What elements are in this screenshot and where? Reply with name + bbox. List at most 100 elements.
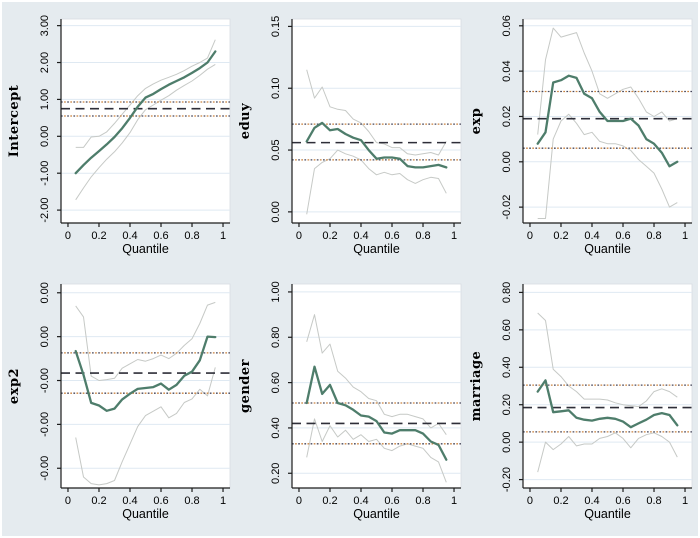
x-tick-label: 0 — [296, 495, 302, 507]
x-tick-label: 0.6 — [384, 495, 399, 507]
ci-upper-line — [76, 39, 217, 148]
x-axis-title: Quantile — [584, 242, 631, 256]
y-tick-label: 0.06 — [501, 15, 513, 36]
y-tick-label: -0.00 — [39, 412, 51, 437]
y-tick-label: 0.00 — [39, 326, 51, 347]
x-tick-label: 1 — [682, 495, 688, 507]
x-tick-label: 0.4 — [123, 495, 138, 507]
x-tick-label: 0.4 — [584, 230, 599, 242]
intercept-plot: -2.00 -1.00 0.00 1.00 2.00 3.00 0 0.2 0.4 0.6 0.8 1… — [7, 15, 231, 256]
x-tick-label: 0.8 — [415, 495, 430, 507]
ci-lower-line — [536, 432, 678, 473]
x-tick-label: 0.2 — [92, 230, 107, 242]
x-tick-label: 0 — [296, 230, 302, 242]
y-tick-label: 0.80 — [270, 327, 282, 348]
panel-gender: 0.20 0.40 0.60 0.80 1.00 0 0.2 0.4 0.6 0.8 1 Quanti… — [235, 269, 466, 534]
quantile-coefficient-line — [305, 365, 448, 461]
y-tick-label: 0.40 — [270, 417, 282, 438]
y-tick-label: 0.15 — [270, 16, 282, 37]
y-tick-label: -0.00 — [39, 368, 51, 393]
x-tick-label: 1 — [220, 495, 226, 507]
ci-lower-line — [75, 367, 217, 486]
x-tick-label: 0.4 — [353, 230, 368, 242]
x-tick-label: 0.2 — [322, 230, 337, 242]
exp-plot: -0.02 0.00 0.02 0.04 0.06 0 0.2 0.4 0.6 0.8 1 Quant… — [469, 15, 693, 256]
y-tick-label: 0.60 — [270, 372, 282, 393]
quantile-coefficient-line — [536, 379, 679, 429]
x-tick-label: 0.2 — [322, 495, 337, 507]
ci-lower-line — [537, 113, 678, 219]
y-tick-label: 0.05 — [270, 139, 282, 160]
panel-eduy: 0.00 0.05 0.10 0.15 0 0.2 0.4 0.6 0.8 1 Quantile ed… — [235, 4, 466, 269]
x-tick-label: 0.2 — [553, 495, 568, 507]
x-axis-title: Quantile — [584, 507, 631, 521]
y-axis-title: exp — [469, 108, 484, 135]
y-tick-label: -1.00 — [39, 161, 51, 186]
x-axis-title: Quantile — [123, 242, 170, 256]
x-tick-label: 0.8 — [185, 495, 200, 507]
y-tick-label: 0.20 — [270, 463, 282, 484]
marriage-plot: -0.20 0.00 0.20 0.40 0.60 0.80 0 0.2 0.4 0.6 0.8 1 Q… — [469, 282, 693, 521]
y-tick-label: -0.00 — [39, 456, 51, 481]
y-tick-label: -0.02 — [501, 195, 513, 220]
x-tick-label: 0 — [65, 495, 71, 507]
y-axis-title: gender — [238, 359, 253, 413]
y-tick-label: 0.00 — [501, 431, 513, 452]
plot-area — [60, 18, 231, 224]
x-tick-label: 0.6 — [154, 230, 169, 242]
y-tick-label: 3.00 — [39, 15, 51, 36]
x-tick-label: 0.6 — [615, 230, 630, 242]
ci-upper-line — [306, 314, 447, 435]
ci-lower-line — [75, 63, 216, 201]
x-tick-label: 0.6 — [384, 230, 399, 242]
x-tick-label: 0.8 — [185, 230, 200, 242]
panel-exp: -0.02 0.00 0.02 0.04 0.06 0 0.2 0.4 0.6 0.8 1 Quant… — [465, 4, 696, 269]
ci-upper-line — [306, 69, 447, 156]
gender-plot: 0.20 0.40 0.60 0.80 1.00 0 0.2 0.4 0.6 0.8 1 Quanti… — [238, 281, 462, 521]
y-tick-label: 1.00 — [39, 89, 51, 110]
plot-area — [291, 18, 462, 224]
y-axis-title: Intercept — [7, 85, 22, 157]
y-tick-label: 0.00 — [39, 126, 51, 147]
y-tick-label: -0.20 — [501, 467, 513, 492]
x-axis-title: Quantile — [353, 242, 400, 256]
y-axis-title: marriage — [469, 351, 484, 422]
x-tick-label: 0.8 — [646, 495, 661, 507]
y-tick-label: 0.60 — [501, 319, 513, 340]
panel-intercept: -2.00 -1.00 0.00 1.00 2.00 3.00 0 0.2 0.4 0.6 0.8 1… — [4, 4, 235, 269]
y-tick-label: -2.00 — [39, 198, 51, 223]
ci-upper-line — [536, 27, 678, 135]
x-tick-label: 0.4 — [353, 495, 368, 507]
quantile-coefficient-line — [305, 121, 448, 169]
y-tick-label: 0.40 — [501, 357, 513, 378]
quantile-coefficient-line — [74, 335, 217, 412]
x-tick-label: 0.2 — [553, 230, 568, 242]
x-tick-label: 0.4 — [584, 495, 599, 507]
x-tick-label: 0.6 — [615, 495, 630, 507]
y-tick-label: 0.80 — [501, 282, 513, 303]
plot-area — [291, 283, 462, 489]
x-tick-label: 0.6 — [154, 495, 169, 507]
y-tick-label: 0.00 — [501, 151, 513, 172]
x-tick-label: 0.4 — [123, 230, 138, 242]
x-tick-label: 1 — [451, 230, 457, 242]
ci-upper-line — [537, 312, 678, 408]
x-tick-label: 0 — [65, 230, 71, 242]
panel-exp2: 0.00 0.00 -0.00 -0.00 -0.00 0 0.2 0.4 0.6 0.8 1 Qua… — [4, 269, 235, 534]
x-tick-label: 0.2 — [92, 495, 107, 507]
ci-lower-line — [306, 418, 447, 483]
y-tick-label: 2.00 — [39, 52, 51, 73]
y-tick-label: 1.00 — [270, 281, 282, 302]
exp2-plot: 0.00 0.00 -0.00 -0.00 -0.00 0 0.2 0.4 0.6 0.8 1 Qua… — [7, 282, 231, 521]
ci-upper-line — [75, 301, 216, 381]
x-tick-label: 0.8 — [415, 230, 430, 242]
x-tick-label: 0.8 — [646, 230, 661, 242]
y-tick-label: 0.04 — [501, 60, 513, 81]
x-tick-label: 0 — [527, 230, 533, 242]
ci-lower-line — [306, 149, 447, 215]
y-tick-label: 0.02 — [501, 106, 513, 127]
quantile-coefficient-line — [536, 74, 679, 168]
y-tick-label: 0.00 — [39, 282, 51, 303]
quantile-coefficient-line — [74, 50, 217, 175]
